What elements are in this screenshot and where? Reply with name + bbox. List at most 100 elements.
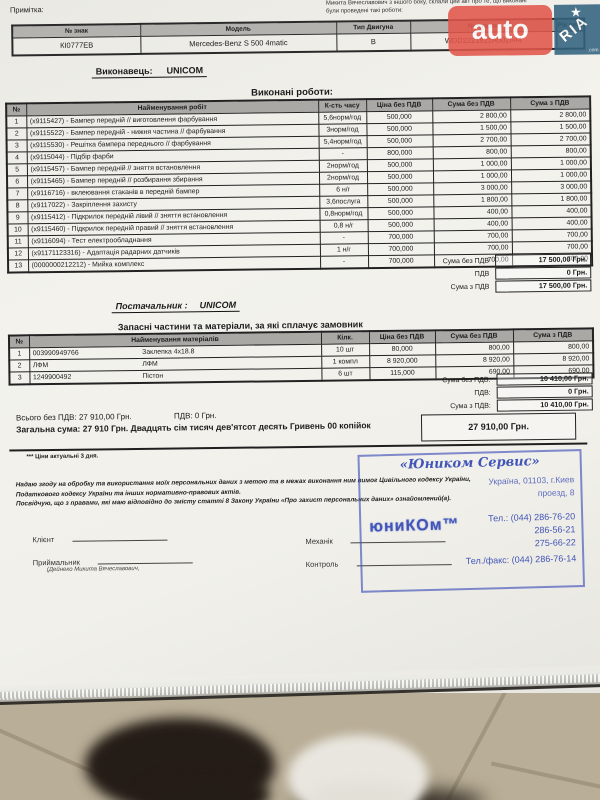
ria-label: RIA	[556, 12, 592, 46]
total-label: ПДВ:	[474, 389, 491, 397]
autoria-ria-logo: ★ RIA .com	[553, 4, 600, 55]
stamp-address-line1: Україна, 01103, г.Киев	[488, 474, 575, 487]
client-label: Клієнт	[32, 535, 55, 545]
supplier-value: UNICOM	[199, 299, 237, 311]
cell-time: 0,8 н/г	[319, 219, 368, 232]
cell-num: 11	[7, 235, 28, 248]
cell-sumvat: 400,00	[511, 204, 592, 218]
mat-col-sum: Сума без ПДВ	[434, 329, 514, 343]
cell-price: 500,000	[366, 158, 433, 172]
executor-label: Виконавець:	[95, 65, 153, 77]
cell-sum: 2 700,00	[432, 133, 511, 147]
stamp-address-line2: проезд, 8	[537, 487, 575, 499]
works-col-price: Ціна без ПДВ	[366, 98, 433, 112]
mat-col-num: №	[8, 335, 30, 348]
mat-col-sumvat: Сума з ПДВ	[512, 328, 594, 342]
cell-sum: 1 500,00	[432, 121, 511, 135]
note-label: Примітка:	[9, 5, 44, 15]
total-value: 17 500,00 Грн.	[495, 279, 592, 293]
tile-grout-line	[433, 693, 507, 800]
cell-num: 13	[8, 259, 29, 273]
autoria-auto-logo: auto	[447, 4, 553, 57]
cell-sum: 1 800,00	[433, 193, 512, 207]
cell-sumvat: 2 800,00	[510, 108, 591, 122]
signature-line	[97, 555, 193, 565]
signature-line	[72, 532, 168, 542]
floor-background	[0, 693, 600, 800]
cell-code: 1249900492	[29, 369, 140, 384]
total-label: Сума з ПДВ	[450, 283, 490, 291]
total-label: ПДВ	[474, 270, 490, 278]
cell-sumvat: 800,00	[510, 144, 591, 158]
cell-price: 700,000	[367, 230, 434, 244]
autoria-watermark: auto ★ RIA .com	[447, 4, 600, 57]
cell-price: 500,000	[366, 110, 433, 124]
total-label: Сума з ПДВ:	[450, 402, 491, 410]
cell-num: 2	[6, 127, 27, 140]
executor-line: Виконавець: UNICOM	[91, 65, 208, 79]
executor-value: UNICOM	[166, 65, 204, 76]
cell-num: 3	[9, 371, 30, 385]
cell-time: 5,4норм/год	[318, 135, 367, 148]
supplier-line: Постачальник : UNICOM	[111, 299, 241, 314]
cell-sum: 400,00	[433, 205, 512, 219]
works-total-withvat: Сума з ПДВ 17 500,00 Грн.	[299, 279, 592, 295]
stamp-fax: Тел./факс: (044) 286-76-14	[465, 553, 577, 567]
cell-sum: 800,00	[435, 341, 514, 355]
cell-num: 9	[7, 211, 28, 224]
com-label: .com	[587, 47, 599, 54]
cell-time: -	[319, 231, 368, 244]
cell-price: 8 920,000	[369, 354, 436, 368]
stamp-phone-3: 275-66-22	[534, 537, 576, 549]
materials-total-withvat: Сума з ПДВ: 10 410,00 Грн.	[301, 398, 593, 414]
stamp-phone-1: Тел.: (044) 286-76-20	[488, 511, 576, 524]
cell-num: 10	[7, 223, 28, 236]
cell-num: 5	[6, 163, 27, 176]
vehicle-plate: КІ0777ЕВ	[12, 35, 141, 56]
cell-sumvat: 800,00	[513, 340, 594, 354]
tile-grout-line	[491, 761, 600, 793]
control-label: Контроль	[305, 559, 339, 569]
cell-sum: 8 920,00	[435, 353, 514, 367]
cell-num: 1	[6, 115, 27, 128]
total-no-vat: Всього без ПДВ: 27 910,00 Грн.	[15, 412, 132, 423]
cell-price: 800,000	[366, 146, 433, 160]
works-col-time: К-сть часу	[318, 99, 367, 112]
mat-col-price: Ціна без ПДВ	[368, 330, 436, 344]
cell-price: 500,000	[367, 206, 434, 220]
cell-num: 7	[7, 187, 28, 200]
total-value: 17 500,00 Грн.	[494, 253, 592, 267]
cell-price: 500,000	[366, 170, 434, 184]
cell-name2: Пістон	[139, 367, 322, 383]
supplier-label: Постачальник :	[115, 300, 188, 312]
total-value: 10 410,00 Грн.	[496, 372, 593, 386]
mechanic-label: Механік	[305, 536, 333, 546]
cell-sumvat: 700,00	[511, 228, 592, 242]
paper-sheet: Примітка: Микита Вячеславович з іншого б…	[0, 0, 600, 708]
cell-sum: 3 000,00	[433, 181, 512, 195]
grand-total-words: Загальна сума: 27 910 Грн. Двадцять сім …	[16, 420, 371, 435]
cell-qty: 1 компл	[321, 355, 370, 368]
unicom-logo: юниКОм™	[369, 516, 460, 536]
works-col-sum: Сума без ПДВ	[432, 97, 511, 111]
cell-time: 3,6послуга	[319, 195, 368, 208]
cell-num: 3	[6, 139, 27, 152]
vehicle-model: Mercedes-Benz S 500 4matic	[140, 33, 337, 54]
cell-time: -	[318, 147, 367, 160]
total-value: 10 410,00 Грн.	[496, 398, 593, 412]
cell-num: 2	[9, 359, 30, 372]
cell-sumvat: 3 000,00	[511, 180, 592, 194]
cell-price: 500,000	[367, 218, 434, 232]
total-label: Сума без ПДВ:	[442, 376, 491, 384]
col-engine: Тип Двигуна	[336, 20, 411, 34]
stamp-title: «Юником Сервис»	[399, 454, 540, 473]
total-value: 0 Грн.	[496, 385, 593, 399]
cell-sum: 2 800,00	[432, 109, 511, 123]
total-value: 0 Грн.	[495, 266, 592, 280]
cell-price: 80,000	[369, 342, 436, 356]
cell-sum: 400,00	[433, 217, 512, 231]
cell-num: 8	[7, 199, 28, 212]
vehicle-engine: В	[336, 32, 411, 52]
cell-sumvat: 8 920,00	[513, 352, 594, 366]
